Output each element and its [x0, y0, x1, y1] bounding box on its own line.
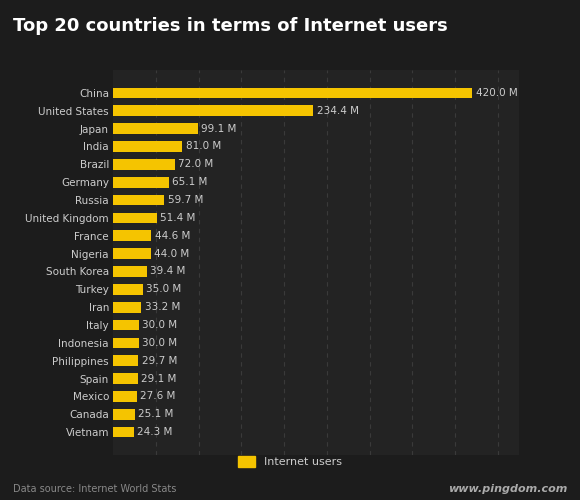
Bar — [113, 427, 134, 438]
Text: 33.2 M: 33.2 M — [145, 302, 180, 312]
Text: 44.6 M: 44.6 M — [155, 230, 190, 240]
Bar — [113, 106, 313, 116]
Bar — [113, 88, 472, 98]
Text: 29.1 M: 29.1 M — [142, 374, 177, 384]
Text: www.pingdom.com: www.pingdom.com — [448, 484, 567, 494]
Bar — [113, 391, 137, 402]
Bar — [113, 212, 157, 223]
Text: 27.6 M: 27.6 M — [140, 392, 176, 402]
Text: 44.0 M: 44.0 M — [154, 248, 190, 258]
Text: 234.4 M: 234.4 M — [317, 106, 359, 116]
Text: 72.0 M: 72.0 M — [178, 160, 213, 170]
Text: 29.7 M: 29.7 M — [142, 356, 177, 366]
Text: Top 20 countries in terms of Internet users: Top 20 countries in terms of Internet us… — [13, 17, 448, 35]
Text: 81.0 M: 81.0 M — [186, 142, 221, 152]
Text: 65.1 M: 65.1 M — [172, 177, 208, 187]
Text: Data source: Internet World Stats: Data source: Internet World Stats — [13, 484, 176, 494]
Bar — [113, 302, 142, 312]
Text: 99.1 M: 99.1 M — [201, 124, 237, 134]
Legend: Internet users: Internet users — [234, 451, 346, 471]
Bar — [113, 284, 143, 294]
Bar — [113, 177, 169, 188]
Bar — [113, 141, 182, 152]
Text: 24.3 M: 24.3 M — [137, 427, 173, 437]
Bar — [113, 320, 139, 330]
Text: 39.4 M: 39.4 M — [150, 266, 186, 276]
Text: 25.1 M: 25.1 M — [138, 410, 173, 420]
Text: 51.4 M: 51.4 M — [161, 213, 196, 223]
Bar — [113, 338, 139, 348]
Bar — [113, 230, 151, 241]
Text: 59.7 M: 59.7 M — [168, 195, 203, 205]
Text: 30.0 M: 30.0 M — [142, 320, 177, 330]
Bar — [113, 373, 138, 384]
Bar — [113, 356, 139, 366]
Text: 35.0 M: 35.0 M — [146, 284, 182, 294]
Bar — [113, 123, 198, 134]
Bar — [113, 248, 151, 259]
Text: 30.0 M: 30.0 M — [142, 338, 177, 348]
Bar — [113, 409, 135, 420]
Bar — [113, 194, 164, 205]
Bar — [113, 159, 175, 170]
Bar — [113, 266, 147, 277]
Text: 420.0 M: 420.0 M — [476, 88, 517, 98]
